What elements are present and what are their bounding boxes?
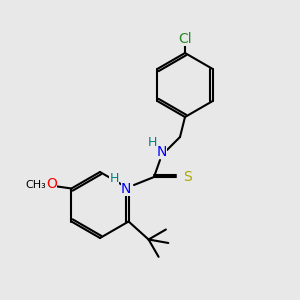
Text: O: O: [46, 178, 57, 191]
Text: H: H: [147, 136, 157, 149]
Text: Cl: Cl: [178, 32, 192, 46]
Text: S: S: [184, 170, 192, 184]
Text: N: N: [157, 145, 167, 159]
Text: N: N: [121, 182, 131, 196]
Text: H: H: [109, 172, 119, 184]
Text: CH₃: CH₃: [25, 179, 46, 190]
